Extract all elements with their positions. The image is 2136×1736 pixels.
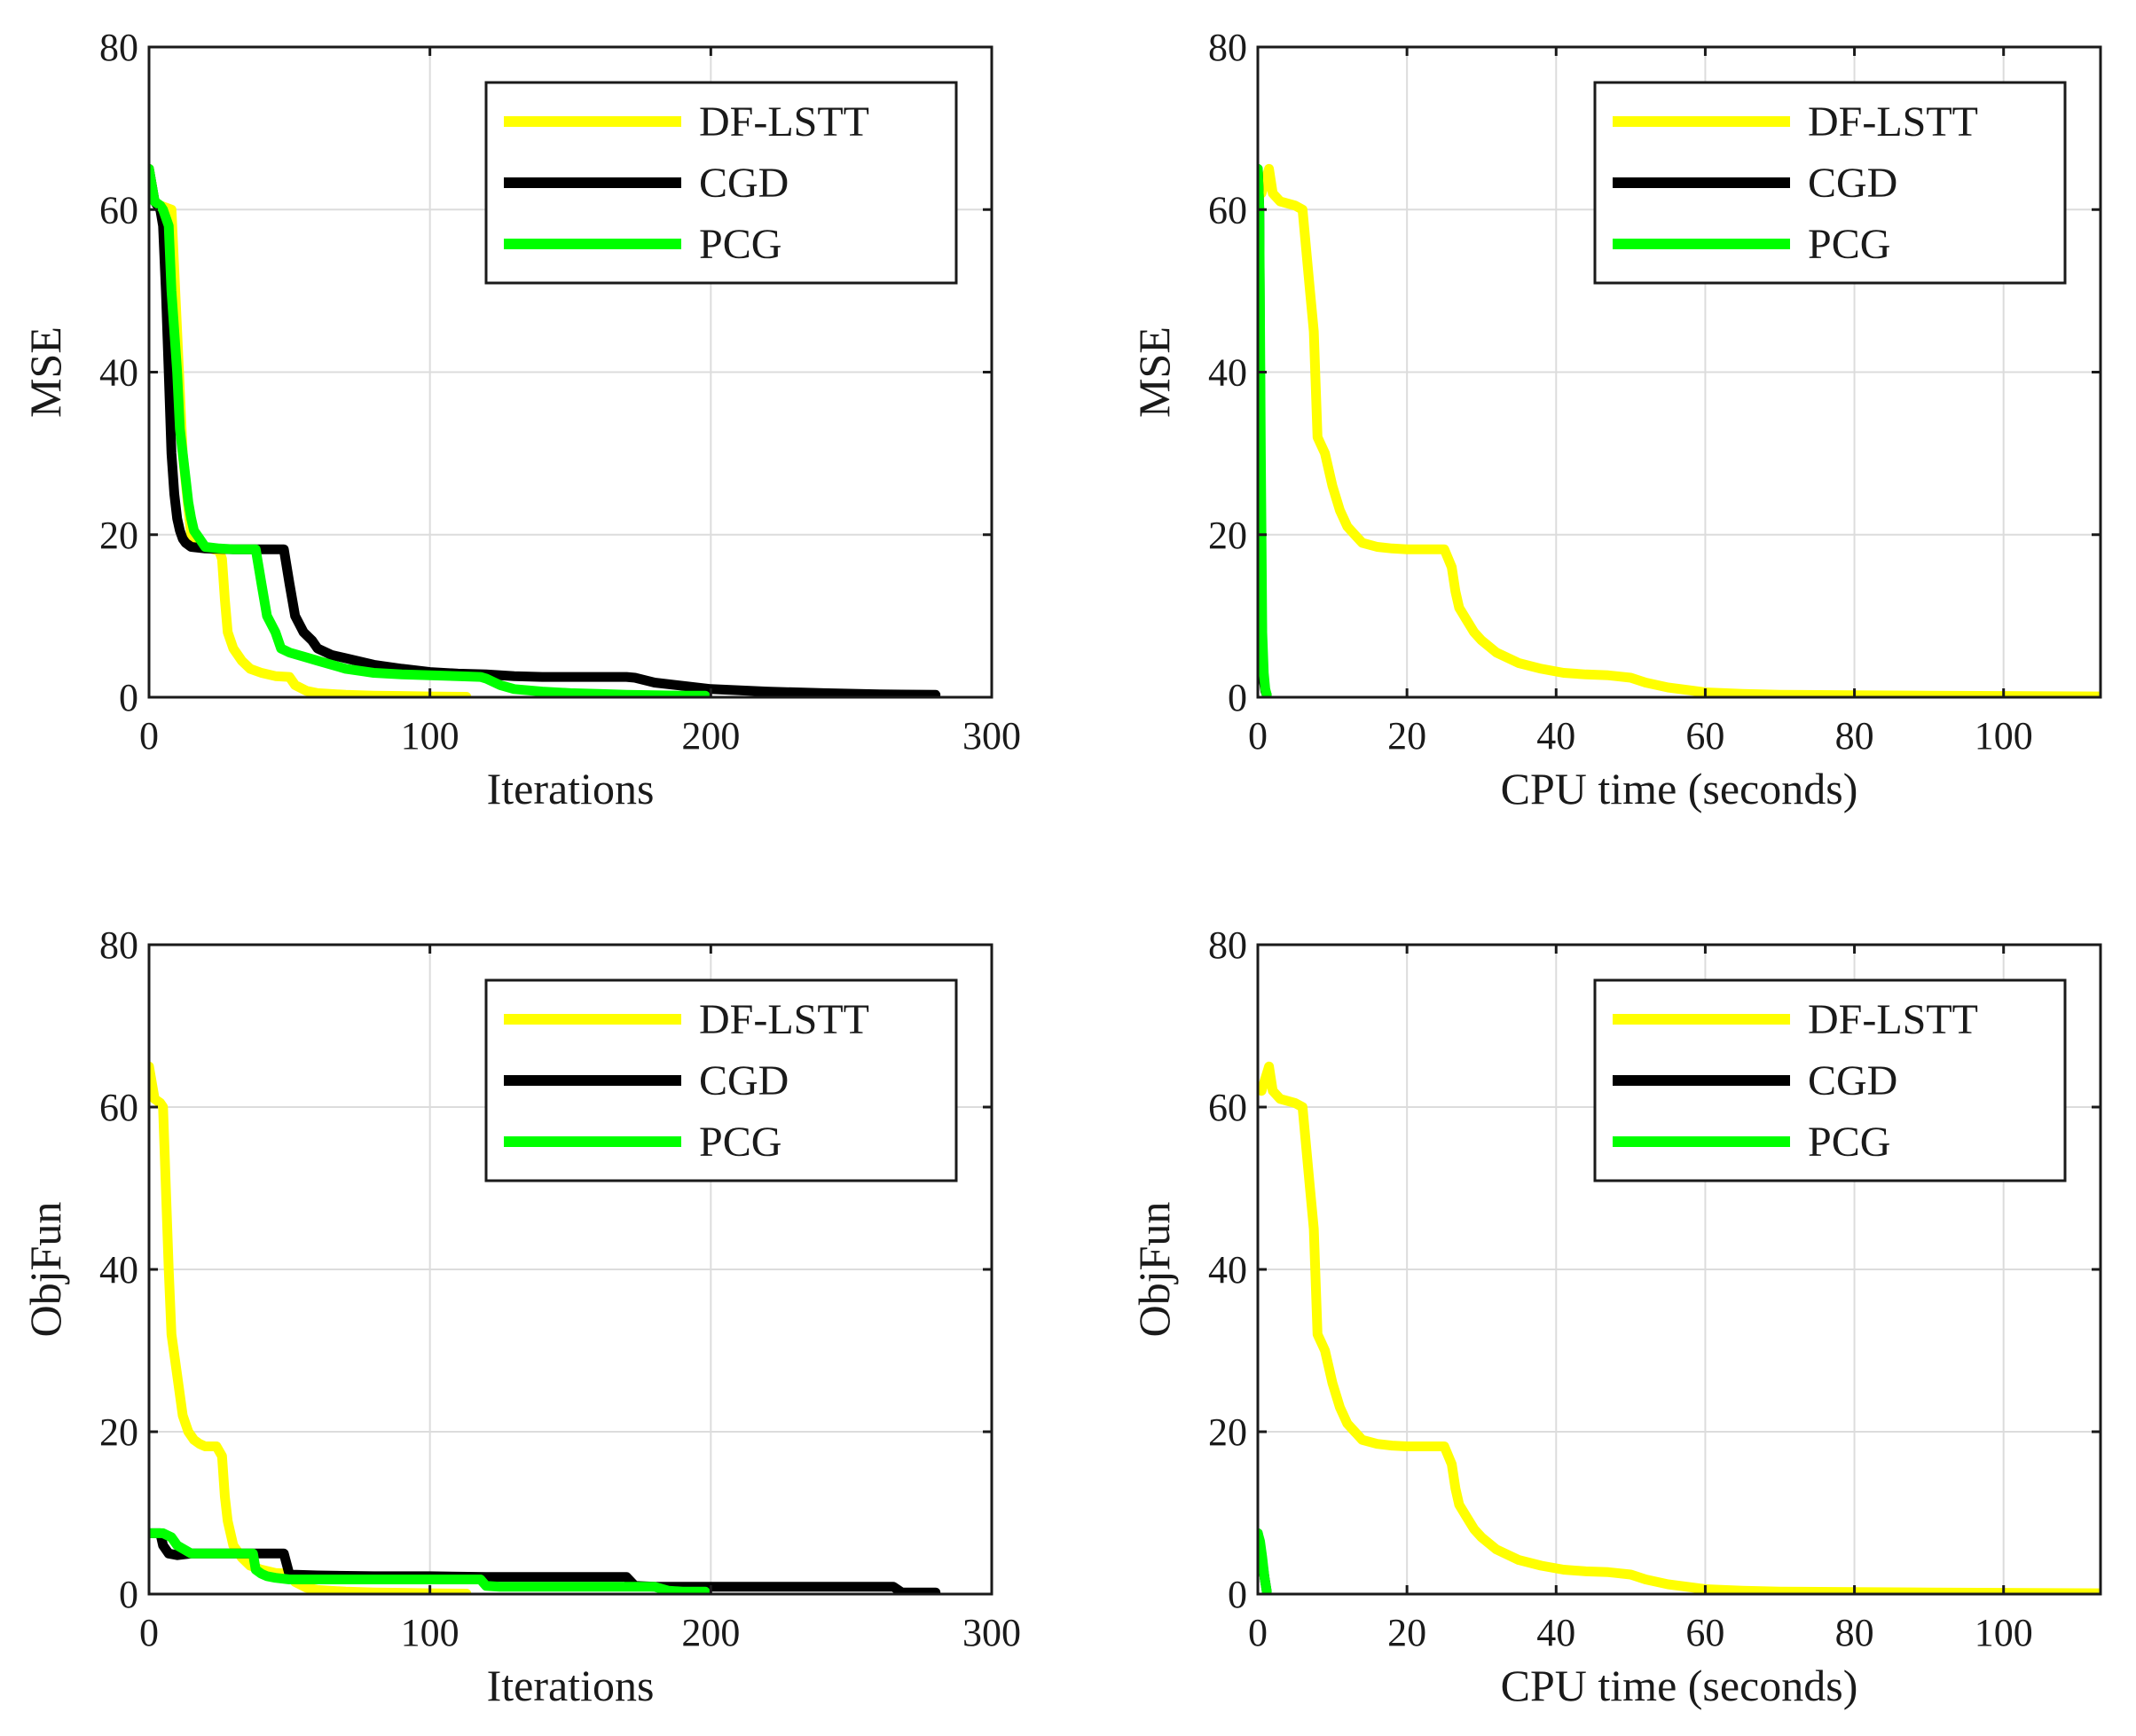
x-tick-label: 0 xyxy=(139,714,159,758)
legend-label-df-lstt: DF-LSTT xyxy=(1808,98,1978,145)
series-line-pcg xyxy=(149,163,711,697)
y-tick-label: 80 xyxy=(1208,923,1247,967)
y-axis-label: MSE xyxy=(20,326,70,418)
y-axis-label: ObjFun xyxy=(1129,1202,1179,1338)
x-tick-label: 300 xyxy=(962,1611,1021,1654)
legend-label-pcg: PCG xyxy=(1808,221,1890,268)
y-tick-label: 20 xyxy=(1208,1410,1247,1454)
chart-panel-top-left: 0 100 200 300 0 20 40 60 80 Iterations MSE DF-LSTT C… xyxy=(20,26,1021,813)
y-tick-label: 0 xyxy=(119,676,138,719)
x-tick-label: 0 xyxy=(139,1611,159,1654)
series-line-df-lstt xyxy=(149,163,472,697)
y-tick-label: 0 xyxy=(119,1573,138,1616)
x-tick-label: 0 xyxy=(1248,1611,1268,1654)
legend-label-df-lstt: DF-LSTT xyxy=(1808,996,1978,1043)
y-axis-label: MSE xyxy=(1129,326,1179,418)
y-tick-label: 20 xyxy=(99,514,138,557)
y-tick-label: 40 xyxy=(1208,351,1247,395)
y-tick-label: 60 xyxy=(1208,1086,1247,1129)
x-tick-label: 100 xyxy=(1975,714,2033,758)
y-tick-label: 40 xyxy=(1208,1248,1247,1292)
x-tick-label: 300 xyxy=(962,714,1021,758)
series-line-cgd xyxy=(149,163,941,697)
y-tick-label: 20 xyxy=(99,1410,138,1454)
x-axis-label: Iterations xyxy=(487,1661,655,1710)
chart-panel-bottom-left: 0 100 200 300 0 20 40 60 80 Iterations ObjFun DF-LS… xyxy=(20,923,1021,1710)
y-tick-label: 80 xyxy=(99,26,138,69)
x-tick-label: 60 xyxy=(1685,714,1724,758)
x-tick-label: 80 xyxy=(1835,1611,1874,1654)
y-tick-label: 20 xyxy=(1208,514,1247,557)
legend: DF-LSTT CGD PCG xyxy=(1593,978,2067,1182)
x-tick-label: 200 xyxy=(681,1611,740,1654)
legend-label-cgd: CGD xyxy=(1808,160,1897,207)
x-axis-label: CPU time (seconds) xyxy=(1501,764,1858,813)
y-tick-label: 80 xyxy=(99,923,138,967)
y-tick-label: 60 xyxy=(1208,188,1247,232)
y-axis-label: ObjFun xyxy=(20,1202,70,1338)
x-tick-label: 40 xyxy=(1536,1611,1575,1654)
x-tick-label: 80 xyxy=(1835,714,1874,758)
y-tick-label: 80 xyxy=(1208,26,1247,69)
legend-label-pcg: PCG xyxy=(1808,1119,1890,1166)
x-tick-label: 100 xyxy=(401,714,459,758)
series-line-pcg xyxy=(1258,163,1272,697)
x-tick-label: 100 xyxy=(401,1611,459,1654)
legend: DF-LSTT CGD PCG xyxy=(484,978,958,1182)
chart-panel-top-right: 0 20 40 60 80 100 0 20 40 60 80 CPU time (seconds) M… xyxy=(1129,26,2102,813)
legend: DF-LSTT CGD PCG xyxy=(1593,81,2067,285)
legend-label-pcg: PCG xyxy=(699,221,781,268)
y-tick-label: 40 xyxy=(99,1248,138,1292)
x-tick-label: 100 xyxy=(1975,1611,2033,1654)
series-line-df-lstt xyxy=(1258,1061,2101,1594)
y-tick-label: 60 xyxy=(99,188,138,232)
legend-label-cgd: CGD xyxy=(699,1057,789,1104)
x-axis-label: Iterations xyxy=(487,764,655,813)
x-tick-label: 0 xyxy=(1248,714,1268,758)
x-tick-label: 20 xyxy=(1387,1611,1426,1654)
legend-label-df-lstt: DF-LSTT xyxy=(699,996,869,1043)
legend-label-cgd: CGD xyxy=(1808,1057,1897,1104)
series-line-pcg xyxy=(1258,1528,1272,1594)
x-tick-label: 200 xyxy=(681,714,740,758)
x-axis-label: CPU time (seconds) xyxy=(1501,1661,1858,1710)
y-tick-label: 40 xyxy=(99,351,138,395)
chart-panel-bottom-right: 0 20 40 60 80 100 0 20 40 60 80 CPU time (seconds) O… xyxy=(1129,923,2102,1710)
x-tick-label: 20 xyxy=(1387,714,1426,758)
legend-label-pcg: PCG xyxy=(699,1119,781,1166)
y-tick-label: 0 xyxy=(1228,1573,1247,1616)
series-line-pcg xyxy=(149,1528,711,1594)
legend-label-df-lstt: DF-LSTT xyxy=(699,98,869,145)
y-tick-label: 0 xyxy=(1228,676,1247,719)
x-tick-label: 60 xyxy=(1685,1611,1724,1654)
series-line-df-lstt xyxy=(1258,163,2101,697)
series-line-df-lstt xyxy=(149,1061,472,1594)
legend: DF-LSTT CGD PCG xyxy=(484,81,958,285)
y-tick-label: 60 xyxy=(99,1086,138,1129)
x-tick-label: 40 xyxy=(1536,714,1575,758)
legend-label-cgd: CGD xyxy=(699,160,789,207)
